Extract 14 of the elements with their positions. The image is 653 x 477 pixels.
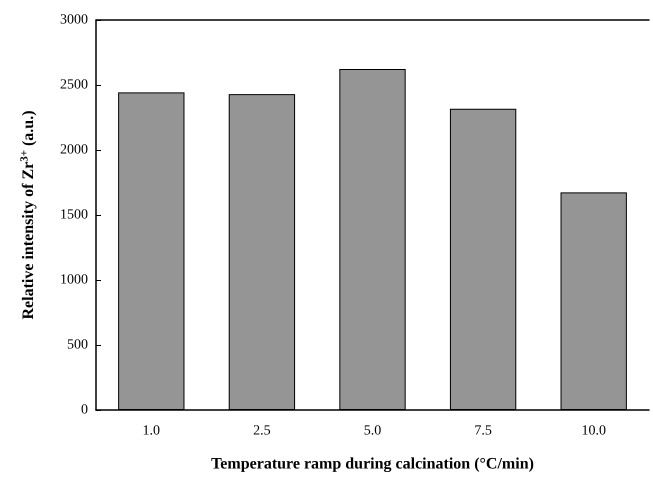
x-tick-label: 10.0 [581, 424, 606, 438]
y-tick-label: 2000 [60, 142, 88, 158]
y-tick-label: 3000 [60, 12, 88, 28]
x-tick-label: 7.5 [474, 424, 492, 438]
y-tick-label: 1000 [60, 272, 88, 288]
x-axis-title: Temperature ramp during calcination (°C/min) [211, 456, 534, 472]
y-tick-label: 2500 [60, 78, 88, 92]
x-tick-label: 2.5 [253, 424, 271, 438]
x-tick-label: 5.0 [364, 424, 382, 438]
x-tick-label: 1.0 [142, 424, 160, 438]
y-axis-title: Relative intensity of Zr3+ (a.u.) [18, 110, 37, 320]
y-tick-label: 500 [67, 338, 88, 352]
y-tick-label: 0 [81, 402, 88, 418]
y-tick-label: 1500 [60, 208, 88, 222]
